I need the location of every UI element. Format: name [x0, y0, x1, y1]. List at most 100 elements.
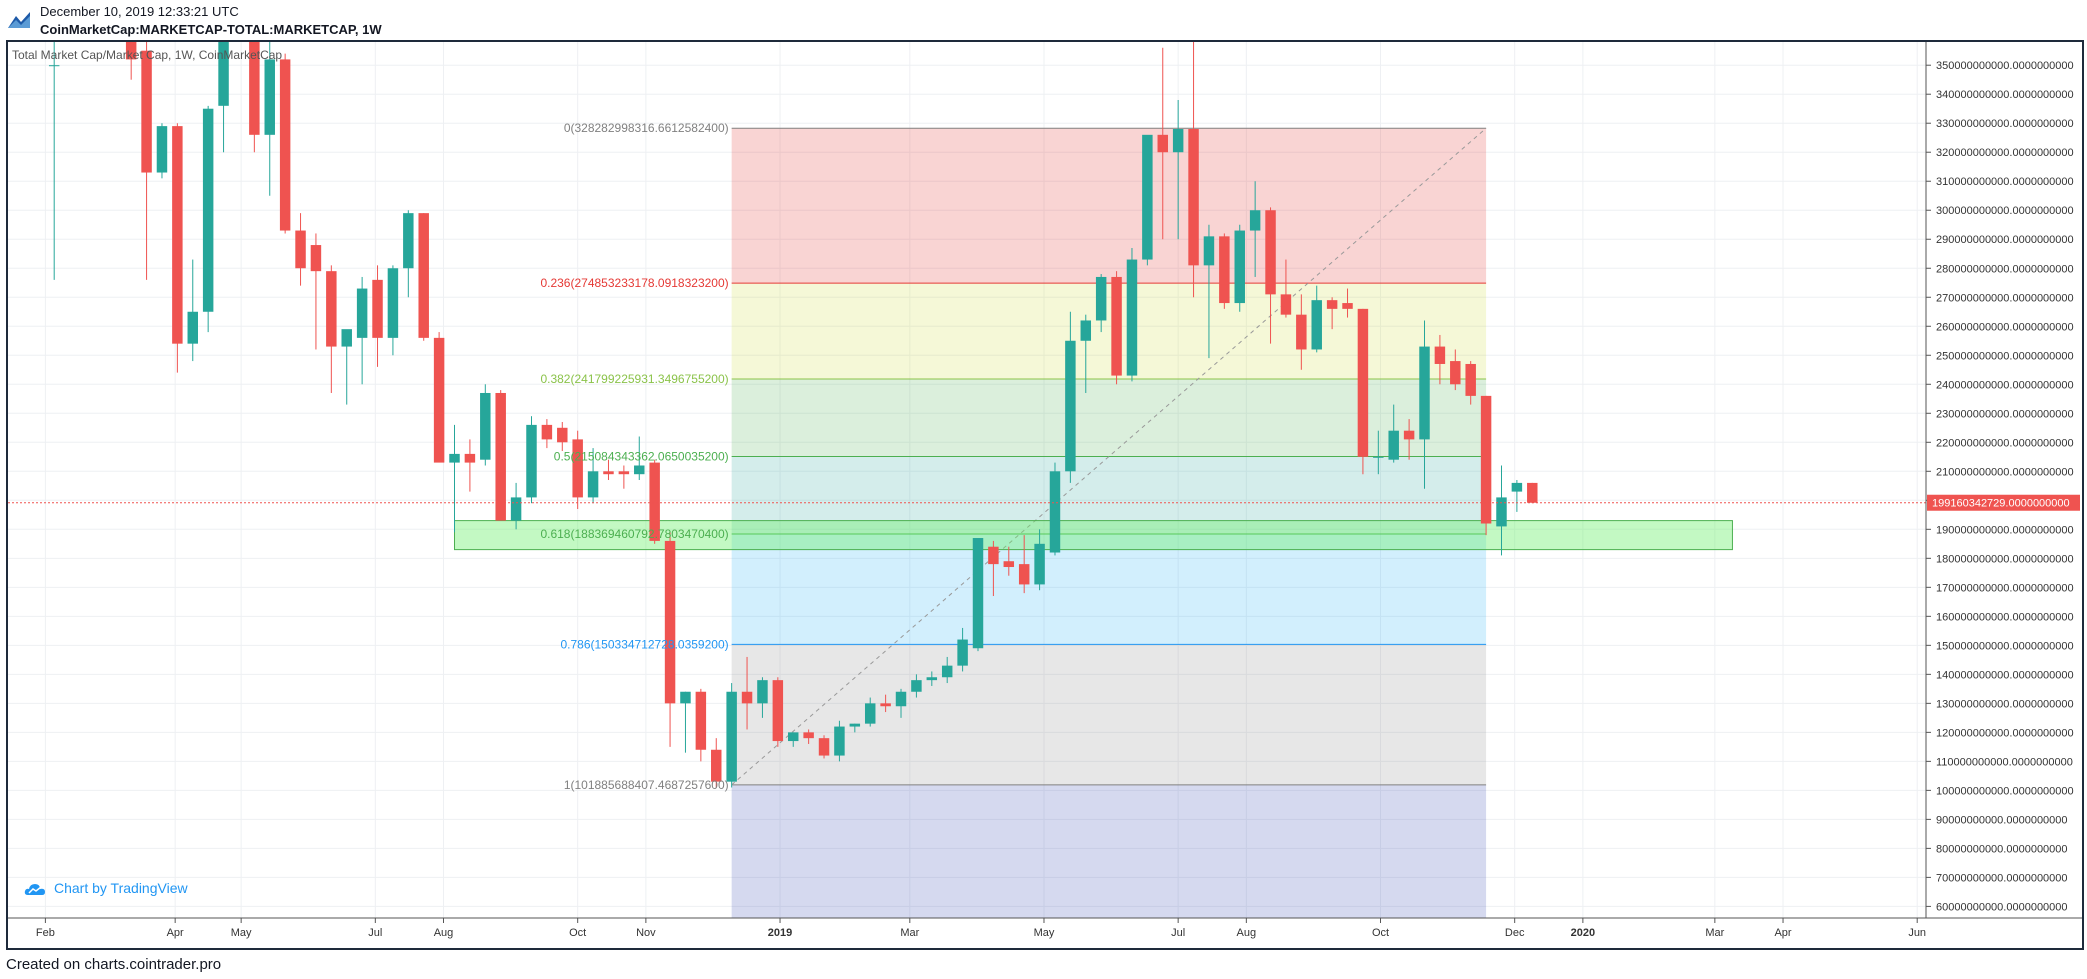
fib-zone — [731, 644, 1487, 785]
candle-body[interactable] — [957, 639, 968, 666]
candle-body[interactable] — [1172, 129, 1184, 153]
candle-body[interactable] — [1511, 482, 1523, 492]
candle-body[interactable] — [264, 59, 275, 135]
candle-body[interactable] — [1003, 561, 1015, 568]
candle-body[interactable] — [1080, 320, 1092, 341]
candle-body[interactable] — [202, 108, 214, 312]
candle-body[interactable] — [526, 424, 537, 498]
candle-body[interactable] — [372, 279, 383, 338]
candle-body[interactable] — [757, 680, 768, 704]
candle-body[interactable] — [1049, 471, 1061, 553]
candle-body[interactable] — [433, 337, 445, 463]
candle-body[interactable] — [1357, 308, 1369, 457]
candle-body[interactable] — [1095, 276, 1107, 321]
candle-body[interactable] — [911, 680, 922, 692]
candle-body[interactable] — [680, 691, 691, 704]
candle-body[interactable] — [618, 471, 630, 475]
x-tick-label: Apr — [167, 927, 184, 939]
candle-body[interactable] — [141, 50, 152, 173]
candle-body[interactable] — [1403, 430, 1415, 440]
candle-body[interactable] — [1527, 482, 1538, 503]
candle-body[interactable] — [1034, 543, 1045, 585]
candle-body[interactable] — [1373, 456, 1384, 458]
candle-body[interactable] — [664, 540, 676, 704]
tradingview-watermark[interactable]: Chart by TradingView — [24, 880, 188, 896]
candle-body[interactable] — [1203, 236, 1215, 266]
candle-body[interactable] — [1142, 134, 1153, 260]
candle-body[interactable] — [1219, 236, 1230, 304]
candle-body[interactable] — [156, 126, 168, 173]
candle-body[interactable] — [972, 538, 984, 649]
candle-body[interactable] — [1388, 430, 1399, 460]
candle-body[interactable] — [711, 749, 722, 782]
candle-body[interactable] — [741, 691, 753, 704]
candle-body[interactable] — [834, 726, 845, 756]
candle-body[interactable] — [510, 497, 522, 521]
candle-body[interactable] — [880, 703, 891, 707]
candle-body[interactable] — [1188, 129, 1199, 266]
candle-body[interactable] — [788, 732, 799, 742]
y-tick-label: 90000000000.0000000000 — [1936, 814, 2068, 826]
candle-body[interactable] — [1465, 363, 1476, 396]
candle-body[interactable] — [249, 42, 260, 135]
candle-body[interactable] — [726, 691, 737, 782]
candle-body[interactable] — [172, 126, 183, 344]
candle-body[interactable] — [1296, 314, 1307, 350]
candle-body[interactable] — [587, 471, 599, 498]
candle-body[interactable] — [603, 471, 614, 475]
candle-body[interactable] — [649, 462, 660, 541]
candle-body[interactable] — [418, 213, 429, 338]
y-tick-label: 140000000000.0000000000 — [1936, 669, 2074, 681]
candle-body[interactable] — [988, 546, 999, 565]
candle-body[interactable] — [295, 230, 306, 269]
candle-body[interactable] — [818, 738, 830, 756]
candle-body[interactable] — [1157, 134, 1168, 153]
candle-body[interactable] — [310, 245, 322, 272]
candle-body[interactable] — [1249, 210, 1261, 231]
candle-body[interactable] — [356, 288, 368, 338]
candle-body[interactable] — [941, 665, 953, 678]
candle-body[interactable] — [864, 703, 876, 724]
candle-body[interactable] — [341, 329, 352, 347]
candle-body[interactable] — [449, 453, 460, 463]
candle-body[interactable] — [1018, 564, 1030, 585]
candle-body[interactable] — [1065, 340, 1076, 472]
candle-body[interactable] — [895, 691, 907, 707]
candle-body[interactable] — [187, 311, 198, 344]
candle-body[interactable] — [1280, 294, 1292, 315]
candle-body[interactable] — [1265, 210, 1276, 295]
candle-body[interactable] — [1111, 276, 1122, 376]
candle-body[interactable] — [541, 424, 553, 440]
candle-body[interactable] — [634, 465, 645, 475]
candle-body[interactable] — [480, 392, 491, 460]
candle-body[interactable] — [772, 680, 784, 742]
candle-body[interactable] — [1434, 346, 1446, 364]
candle-body[interactable] — [1496, 497, 1507, 527]
candle-body[interactable] — [403, 213, 414, 269]
candle-body[interactable] — [926, 677, 938, 681]
candle-body[interactable] — [1342, 303, 1353, 309]
candle-body[interactable] — [557, 427, 568, 443]
candle-body[interactable] — [803, 732, 814, 739]
candle-body[interactable] — [125, 42, 137, 60]
support-zone[interactable] — [454, 520, 1733, 551]
candle-body[interactable] — [387, 268, 399, 338]
candle-body[interactable] — [1450, 361, 1461, 385]
candle-body[interactable] — [1234, 230, 1245, 304]
candle-body[interactable] — [464, 453, 476, 463]
candle-body[interactable] — [279, 59, 291, 231]
candle-body[interactable] — [1326, 300, 1338, 309]
candlestick-chart[interactable]: 0(328282998316.6612582400) 0.236(27485323… — [8, 42, 2082, 948]
candle-body[interactable] — [1311, 300, 1322, 350]
candle-body[interactable] — [1126, 259, 1138, 376]
candle-body[interactable] — [1419, 346, 1430, 440]
candle-body[interactable] — [48, 65, 60, 67]
candle-body[interactable] — [218, 42, 229, 106]
candle-body[interactable] — [572, 439, 583, 498]
candle-body[interactable] — [326, 271, 337, 347]
candle-body[interactable] — [695, 691, 707, 750]
y-tick-label: 240000000000.0000000000 — [1936, 379, 2074, 391]
candle-body[interactable] — [495, 392, 506, 521]
candle-body[interactable] — [849, 723, 861, 727]
candle-body[interactable] — [1480, 395, 1492, 524]
